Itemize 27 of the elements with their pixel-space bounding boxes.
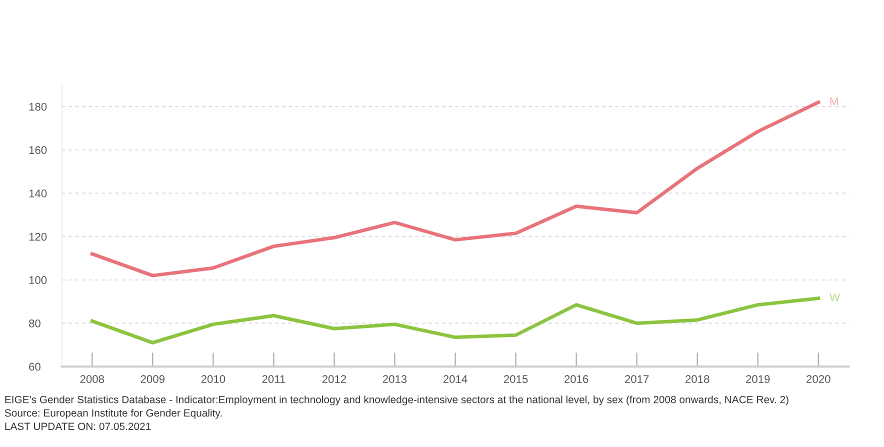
text: EIGE's Gender Statistics Database - Indicator:Employment in technology and knowledge-intensive sectors at the national level, by sex (from 2008 onwards, NACE Rev. 2): [5, 396, 788, 406]
x-tick-label: 2014: [443, 375, 468, 384]
x-tick-label: 2020: [806, 375, 830, 384]
x-tick-label: 2011: [262, 375, 286, 384]
y-tick-label: 100: [29, 276, 47, 284]
series-label: M: [830, 97, 838, 106]
text: LAST UPDATE ON: 07.05.2021: [5, 422, 151, 430]
x-tick-label: 2012: [322, 375, 346, 384]
line-series: [90, 296, 820, 344]
source-note: Source: European Institute for Gender Equality.: [4, 409, 222, 419]
x-tick-label: 2008: [80, 375, 104, 384]
y-tick-label: 160: [29, 146, 47, 154]
y-tick-label: 80: [29, 319, 40, 328]
y-tick-label: 120: [29, 232, 47, 241]
series-label: W: [830, 294, 840, 302]
x-tick-label: 2010: [201, 375, 226, 384]
x-tick-label: 2016: [564, 375, 588, 384]
x-tick-label: 2017: [625, 375, 649, 384]
x-tick-label: 2019: [746, 375, 770, 384]
y-tick-label: 180: [29, 102, 47, 111]
x-tick-label: 2015: [504, 375, 528, 384]
line-series: [90, 100, 820, 278]
x-tick-label: 2018: [686, 375, 710, 384]
x-tick-label: 2009: [140, 375, 164, 384]
y-tick-label: 140: [29, 190, 47, 198]
x-tick-label: 2013: [382, 375, 407, 384]
y-tick-label: 60: [29, 362, 40, 371]
